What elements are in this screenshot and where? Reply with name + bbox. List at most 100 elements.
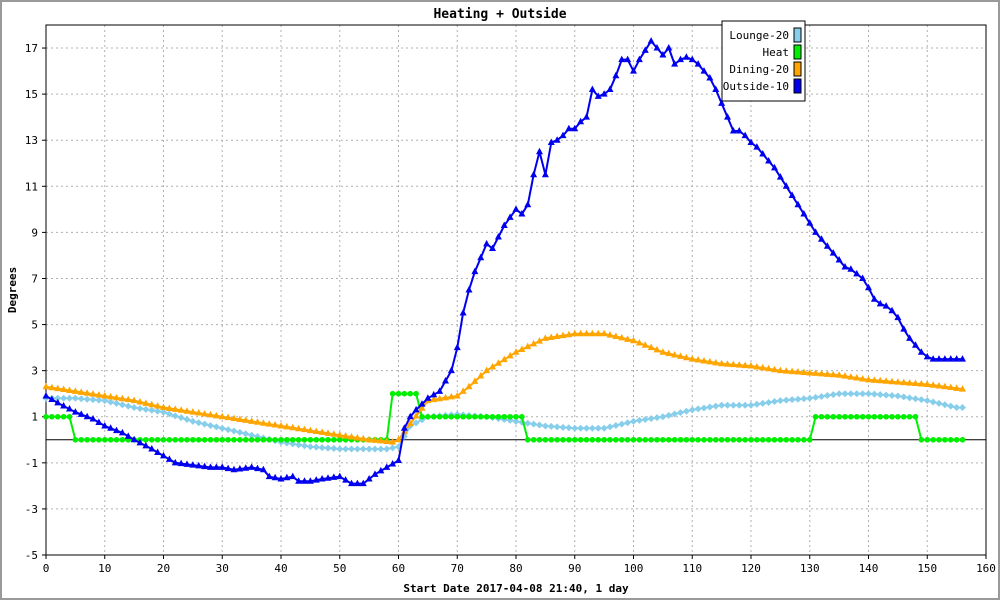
data-point [348,445,355,453]
data-point [130,396,138,404]
data-point [706,357,714,365]
data-point [953,384,961,391]
legend-box [721,20,806,102]
data-point [700,404,708,412]
data-point [278,436,284,443]
data-point [947,402,955,410]
data-point [500,355,508,363]
data-point [312,476,320,483]
data-point [489,244,496,252]
data-point [195,419,203,427]
data-point [583,113,590,120]
data-point [154,436,161,443]
data-point [747,401,755,409]
data-point [660,436,666,443]
data-point [142,441,150,449]
data-point [923,397,931,405]
data-point [841,390,849,398]
data-point [295,477,303,484]
series-heat [43,390,966,443]
y-tick-label: 9 [31,226,38,239]
data-point [489,413,496,420]
data-point [289,436,296,443]
data-point [89,415,97,422]
data-point [43,413,49,420]
data-point [577,436,584,443]
data-point [224,426,232,434]
data-point [624,436,631,443]
data-point [665,349,673,357]
data-point [494,359,502,366]
data-point [747,362,755,369]
data-point [218,463,226,470]
data-point [336,436,343,443]
data-point [113,436,120,443]
data-point [765,436,772,443]
data-point [630,67,637,74]
data-point [806,368,814,376]
data-point [519,413,525,420]
data-point [254,464,261,472]
data-point [389,459,397,467]
data-point [671,410,679,418]
data-point [712,436,719,443]
data-point [635,339,643,346]
data-point [324,444,332,452]
y-tick-label: 5 [31,319,38,332]
data-point [359,479,367,487]
legend-label: Lounge-20 [729,29,789,42]
data-point [682,53,690,60]
x-tick-label: 10 [98,562,111,575]
data-point [835,390,843,398]
data-point [859,274,867,281]
data-point [818,413,825,420]
data-point [865,413,872,420]
data-point [189,461,197,468]
data-point [730,436,737,443]
data-point [342,432,350,439]
data-point [377,466,385,474]
data-point [483,413,490,420]
data-point [494,233,502,240]
data-point [935,355,943,362]
data-point [371,445,379,453]
data-point [389,444,397,452]
data-point [853,413,860,420]
data-point [553,136,561,143]
data-point [306,477,314,484]
data-point [165,455,173,462]
data-point [177,406,185,413]
data-point [859,390,867,398]
data-point [259,419,267,426]
data-point [935,399,943,407]
y-tick-label: 15 [25,88,38,101]
data-point [524,200,532,208]
data-point [330,445,338,453]
data-point [812,393,820,401]
data-point [119,436,126,443]
data-point [207,436,214,443]
data-point [306,426,314,434]
data-point [171,412,179,420]
data-point [201,462,209,470]
data-point [419,413,425,420]
data-point [248,436,255,443]
data-point [66,386,73,393]
data-point [794,395,802,403]
data-point [184,436,190,443]
data-point [618,333,626,341]
data-point [547,422,555,430]
data-point [212,463,220,470]
data-point [871,413,878,420]
legend: Lounge-20 Heat Dining-20 Outside-10 [721,20,806,102]
data-point [870,295,878,302]
data-point [917,396,925,404]
data-point [307,436,314,443]
data-point [49,413,55,420]
data-point [836,413,842,420]
data-point [371,470,379,477]
data-point [148,445,156,452]
data-point [653,345,661,353]
data-point [889,413,895,420]
x-tick-label: 90 [568,562,581,575]
